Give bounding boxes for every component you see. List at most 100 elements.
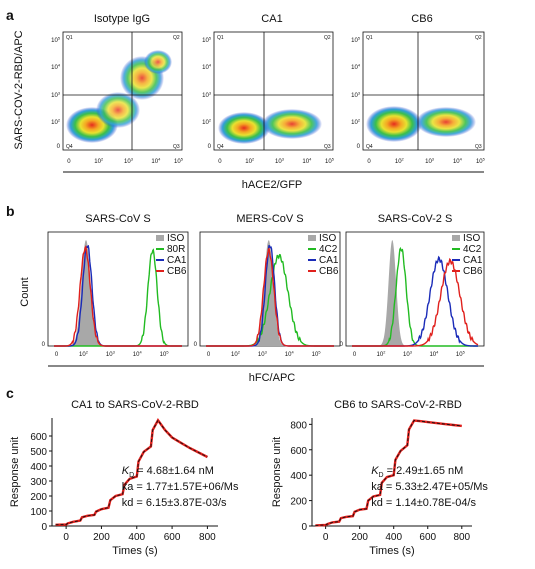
- legend-label: CB6: [167, 266, 187, 277]
- plot-frame: [345, 231, 485, 347]
- y-tick-label: 600: [290, 446, 307, 457]
- x-tick-label: 0: [55, 352, 59, 358]
- ka-annotation: ka = 1.77±1.57E+06/Ms: [122, 481, 239, 493]
- x-tick-label: 0: [218, 159, 222, 165]
- x-tick-label: 102: [395, 156, 404, 165]
- cb6-histogram: [206, 247, 334, 347]
- y-tick-label: 105: [51, 35, 60, 44]
- flow-plot-isotype: Isotype IgG Q1 Q2 Q4 Q3: [62, 13, 183, 151]
- x-tick-label: 0: [63, 532, 69, 543]
- y-tick-label: 400: [290, 471, 307, 482]
- x-tick-label: 103: [124, 156, 133, 165]
- y-tick-label: 103: [202, 90, 211, 99]
- quadrant-q2: Q2: [173, 35, 180, 41]
- x-tick-label: 103: [425, 156, 434, 165]
- flow-plot-title: CB6: [411, 13, 432, 25]
- legend-swatch: [452, 235, 460, 241]
- y-tick-label: 100: [30, 507, 47, 518]
- x-tick-label: 0: [367, 159, 371, 165]
- x-tick-label: 102: [94, 156, 103, 165]
- y-axis-label: Response unit: [271, 437, 283, 507]
- x-tick-label: 600: [419, 532, 436, 543]
- y-tick-label: 600: [30, 432, 47, 443]
- kd-annotation: KD = 4.68±1.64 nM: [122, 465, 214, 479]
- x-tick-label: 0: [323, 532, 329, 543]
- x-tick-label: 105: [160, 349, 169, 358]
- legend-label: CA1: [167, 255, 187, 266]
- quadrant-q1: Q1: [66, 35, 73, 41]
- quadrant-q4: Q4: [66, 144, 73, 150]
- quadrant-q4: Q4: [366, 144, 373, 150]
- quadrant-q1: Q1: [217, 35, 224, 41]
- x-tick-label: 102: [377, 349, 386, 358]
- x-tick-label: 104: [453, 156, 463, 165]
- density-cloud: [66, 50, 172, 143]
- density-cloud: [218, 109, 322, 144]
- y-tick-label: 200: [30, 492, 47, 503]
- kd-rate-annotation: kd = 6.15±3.87E-03/s: [122, 497, 227, 509]
- legend-swatch: [156, 235, 164, 241]
- y-tick-label: 200: [290, 497, 307, 508]
- y-tick-label: 102: [351, 117, 360, 126]
- flow-plot-title: CA1: [261, 13, 282, 25]
- y-tick-label: 400: [30, 462, 47, 473]
- panel-letter-c: c: [6, 385, 14, 401]
- y-tick-label: 0: [41, 522, 47, 533]
- y-tick-label: 0: [57, 144, 61, 150]
- legend-label: ISO: [167, 233, 184, 244]
- x-tick-label: 200: [351, 532, 368, 543]
- histogram-title: MERS-CoV S: [236, 213, 303, 225]
- legend-label: CA1: [319, 255, 339, 266]
- y-axis-label: Response unit: [9, 437, 21, 507]
- x-tick-label: 105: [174, 156, 183, 165]
- quadrant-q2: Q2: [324, 35, 331, 41]
- histogram-title: SARS-CoV-2 S: [378, 213, 453, 225]
- legend-label: CB6: [463, 266, 483, 277]
- x-tick-label: 104: [302, 156, 312, 165]
- x-tick-label: 104: [151, 156, 161, 165]
- panel-a-ticks: 105 104 103 102 0 0 102 103 104 105 105 104 103 102 0 0…: [51, 35, 485, 165]
- y-tick-label: 102: [51, 117, 60, 126]
- legend-label: CA1: [463, 255, 483, 266]
- y-tick-label: 0: [357, 144, 361, 150]
- y-tick-label: 0: [42, 342, 46, 348]
- legend-label: 4C2: [319, 244, 338, 255]
- legend-swatch: [308, 235, 316, 241]
- panel-b-xlabel: hFC/APC: [249, 372, 296, 384]
- x-tick-label: 400: [385, 532, 402, 543]
- cb6-histogram: [352, 257, 479, 347]
- x-tick-label: 104: [133, 349, 143, 358]
- x-tick-label: 200: [93, 532, 110, 543]
- x-tick-label: 105: [325, 156, 334, 165]
- y-tick-label: 105: [351, 35, 360, 44]
- quadrant-q3: Q3: [173, 144, 180, 150]
- quadrant-q1: Q1: [366, 35, 373, 41]
- y-tick-label: 104: [351, 62, 361, 71]
- spr-chart-ca1: CA1 to SARS-CoV-2-RBD 0 100 200 300 400 500 600…: [9, 399, 239, 557]
- x-axis-label: Times (s): [112, 545, 157, 557]
- legend-label: 80R: [167, 244, 185, 255]
- cb6-histogram: [54, 244, 182, 347]
- panel-letter-a: a: [6, 7, 14, 23]
- y-tick-label: 105: [202, 35, 211, 44]
- x-tick-label: 800: [199, 532, 216, 543]
- y-tick-label: 102: [202, 117, 211, 126]
- x-tick-label: 103: [258, 349, 267, 358]
- x-tick-label: 0: [353, 352, 357, 358]
- panel-b-ylabel: Count: [19, 277, 31, 306]
- x-tick-label: 102: [245, 156, 254, 165]
- x-tick-label: 600: [164, 532, 181, 543]
- quadrant-q3: Q3: [475, 144, 482, 150]
- y-tick-label: 0: [194, 342, 198, 348]
- panel-letter-b: b: [6, 203, 15, 219]
- legend-label: ISO: [463, 233, 480, 244]
- x-tick-label: 800: [453, 532, 470, 543]
- y-tick-label: 103: [351, 90, 360, 99]
- x-tick-label: 104: [429, 349, 439, 358]
- flow-plot-title: Isotype IgG: [94, 13, 150, 25]
- y-tick-label: 800: [290, 420, 307, 431]
